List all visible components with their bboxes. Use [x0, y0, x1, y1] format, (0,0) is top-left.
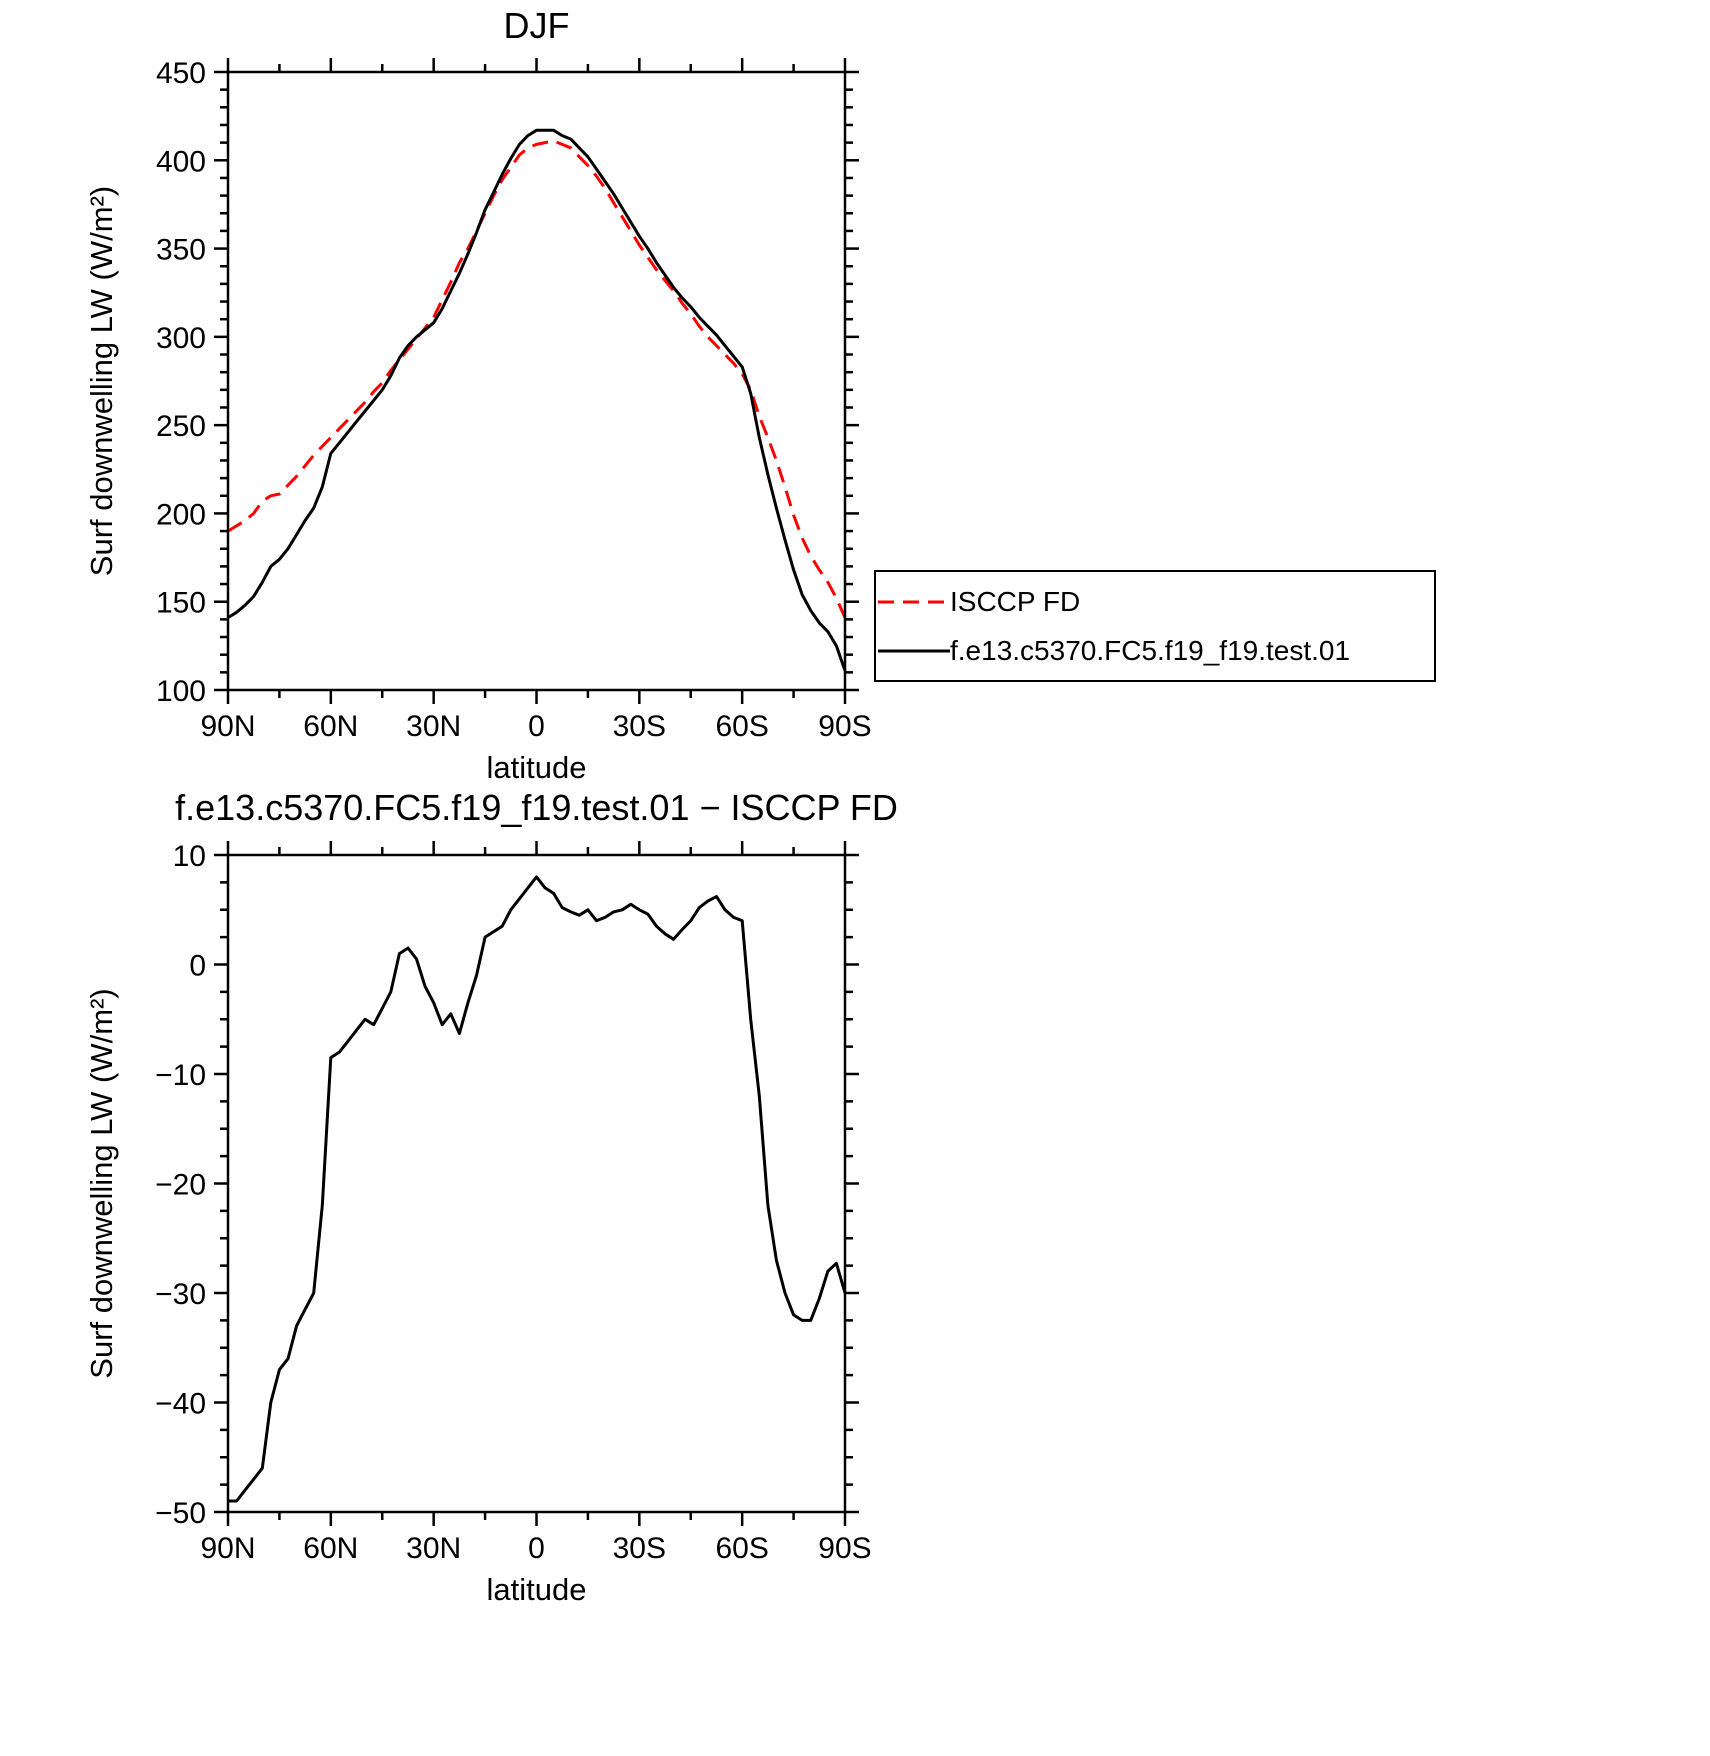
y-tick-label: 0	[189, 950, 206, 983]
series-line-0	[227, 139, 847, 619]
x-tick-label: 90S	[818, 710, 871, 743]
legend-line-dashed-icon	[878, 600, 950, 603]
legend-box: ISCCP FD f.e13.c5370.FC5.f19_f19.test.01	[874, 570, 1436, 682]
x-tick-label: 90N	[200, 710, 255, 743]
y-tick-label: −50	[155, 1497, 206, 1530]
x-tick-label: 60S	[715, 1532, 768, 1565]
x-tick-label: 90N	[200, 1532, 255, 1565]
x-tick-label: 60N	[303, 1532, 358, 1565]
x-tick-label: 30N	[406, 1532, 461, 1565]
legend-label-isccp: ISCCP FD	[950, 585, 1081, 617]
y-tick-label: 200	[156, 498, 206, 531]
plot-frame	[226, 853, 847, 1514]
y-axis-label: Surf downwelling LW (W/m²)	[84, 186, 119, 576]
y-axis-label: Surf downwelling LW (W/m²)	[84, 988, 119, 1378]
y-tick-label: 250	[156, 410, 206, 443]
legend-label-model: f.e13.c5370.FC5.f19_f19.test.01	[950, 634, 1351, 666]
top-chart: 90N 60N 30N 0 30S 60S 90S 450 400 350 300 250 200 150…	[84, 5, 872, 785]
y-tick-label: 10	[173, 840, 206, 873]
y-tick-label: −20	[155, 1169, 206, 1202]
x-axis-label: latitude	[487, 1572, 587, 1607]
y-tick-label: 450	[156, 57, 206, 90]
y-tick-label: 350	[156, 234, 206, 267]
y-tick-label: 100	[156, 675, 206, 708]
legend-entry-model: f.e13.c5370.FC5.f19_f19.test.01	[878, 628, 1432, 674]
x-tick-label: 60N	[303, 710, 358, 743]
x-tick-label: 30N	[406, 710, 461, 743]
x-axis-label: latitude	[487, 750, 587, 785]
legend-line-solid-icon	[878, 649, 950, 652]
chart-title: f.e13.c5370.FC5.f19_f19.test.01 − ISCCP …	[175, 787, 898, 828]
series-line-1	[227, 128, 847, 672]
y-tick-label: 300	[156, 322, 206, 355]
x-tick-label: 0	[528, 1532, 545, 1565]
x-tick-label: 0	[528, 710, 545, 743]
x-tick-label: 90S	[818, 1532, 871, 1565]
legend-entry-isccp: ISCCP FD	[878, 579, 1432, 625]
y-tick-label: −10	[155, 1059, 206, 1092]
x-tick-label: 30S	[613, 1532, 666, 1565]
y-tick-label: 400	[156, 145, 206, 178]
bottom-chart: 90N 60N 30N 0 30S 60S 90S 10 0 −10 −20 −30 −40 −50 f.e…	[84, 787, 898, 1607]
plot-frame	[226, 70, 847, 692]
y-tick-label: −40	[155, 1388, 206, 1421]
x-tick-label: 30S	[613, 710, 666, 743]
chart-title: DJF	[504, 5, 570, 46]
x-tick-label: 60S	[715, 710, 768, 743]
series-line-0	[228, 875, 847, 1503]
y-tick-label: −30	[155, 1278, 206, 1311]
y-tick-label: 150	[156, 587, 206, 620]
